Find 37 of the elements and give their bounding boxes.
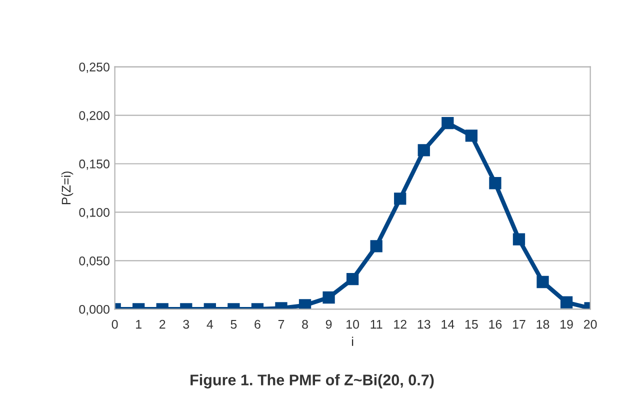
x-tick-label: 19: [560, 320, 573, 329]
x-tick-label: 3: [183, 320, 190, 329]
x-tick-label: 16: [489, 320, 502, 329]
text: Figure 1. The PMF of Z~Bi(20, 0.7): [190, 374, 434, 388]
x-tick-label: 12: [394, 320, 406, 329]
x-tick-label: 15: [465, 320, 478, 329]
x-axis-title: i: [352, 336, 354, 346]
x-tick-label: 17: [512, 320, 526, 329]
x-tick-label: 10: [346, 320, 360, 329]
point: [465, 130, 478, 142]
y-axis-title: P(Z=i): [61, 172, 74, 204]
point: [298, 299, 312, 310]
x-tick-label: 20: [584, 320, 597, 329]
x-tick-label: 6: [254, 320, 260, 329]
x-tick-label: 5: [230, 320, 237, 329]
x-tick-label: 9: [326, 320, 332, 329]
point: [442, 116, 454, 130]
point: [489, 177, 502, 190]
y-tick-label: 0,250: [79, 62, 110, 73]
y-tick-label: 0,150: [79, 160, 110, 170]
x-tick-label: 0: [112, 320, 118, 329]
y-tick-label: 0,000: [79, 304, 110, 316]
x-tick-label: 14: [442, 320, 454, 329]
y-tick-label: 0,100: [79, 208, 110, 218]
x-tick-label: 7: [278, 320, 284, 329]
point: [512, 233, 526, 246]
x-tick-label: 1: [136, 320, 142, 329]
y-tick-label: 0,200: [79, 111, 110, 122]
x-tick-label: 13: [418, 320, 430, 329]
point: [418, 144, 430, 156]
y-tick-label: 0,050: [79, 256, 110, 267]
point: [394, 192, 406, 205]
x-tick-label: 2: [160, 320, 166, 329]
x-tick-label: 18: [536, 320, 550, 329]
x-tick-label: 11: [370, 320, 382, 329]
x-tick-label: 8: [302, 320, 308, 329]
x-tick-label: 4: [206, 320, 214, 329]
